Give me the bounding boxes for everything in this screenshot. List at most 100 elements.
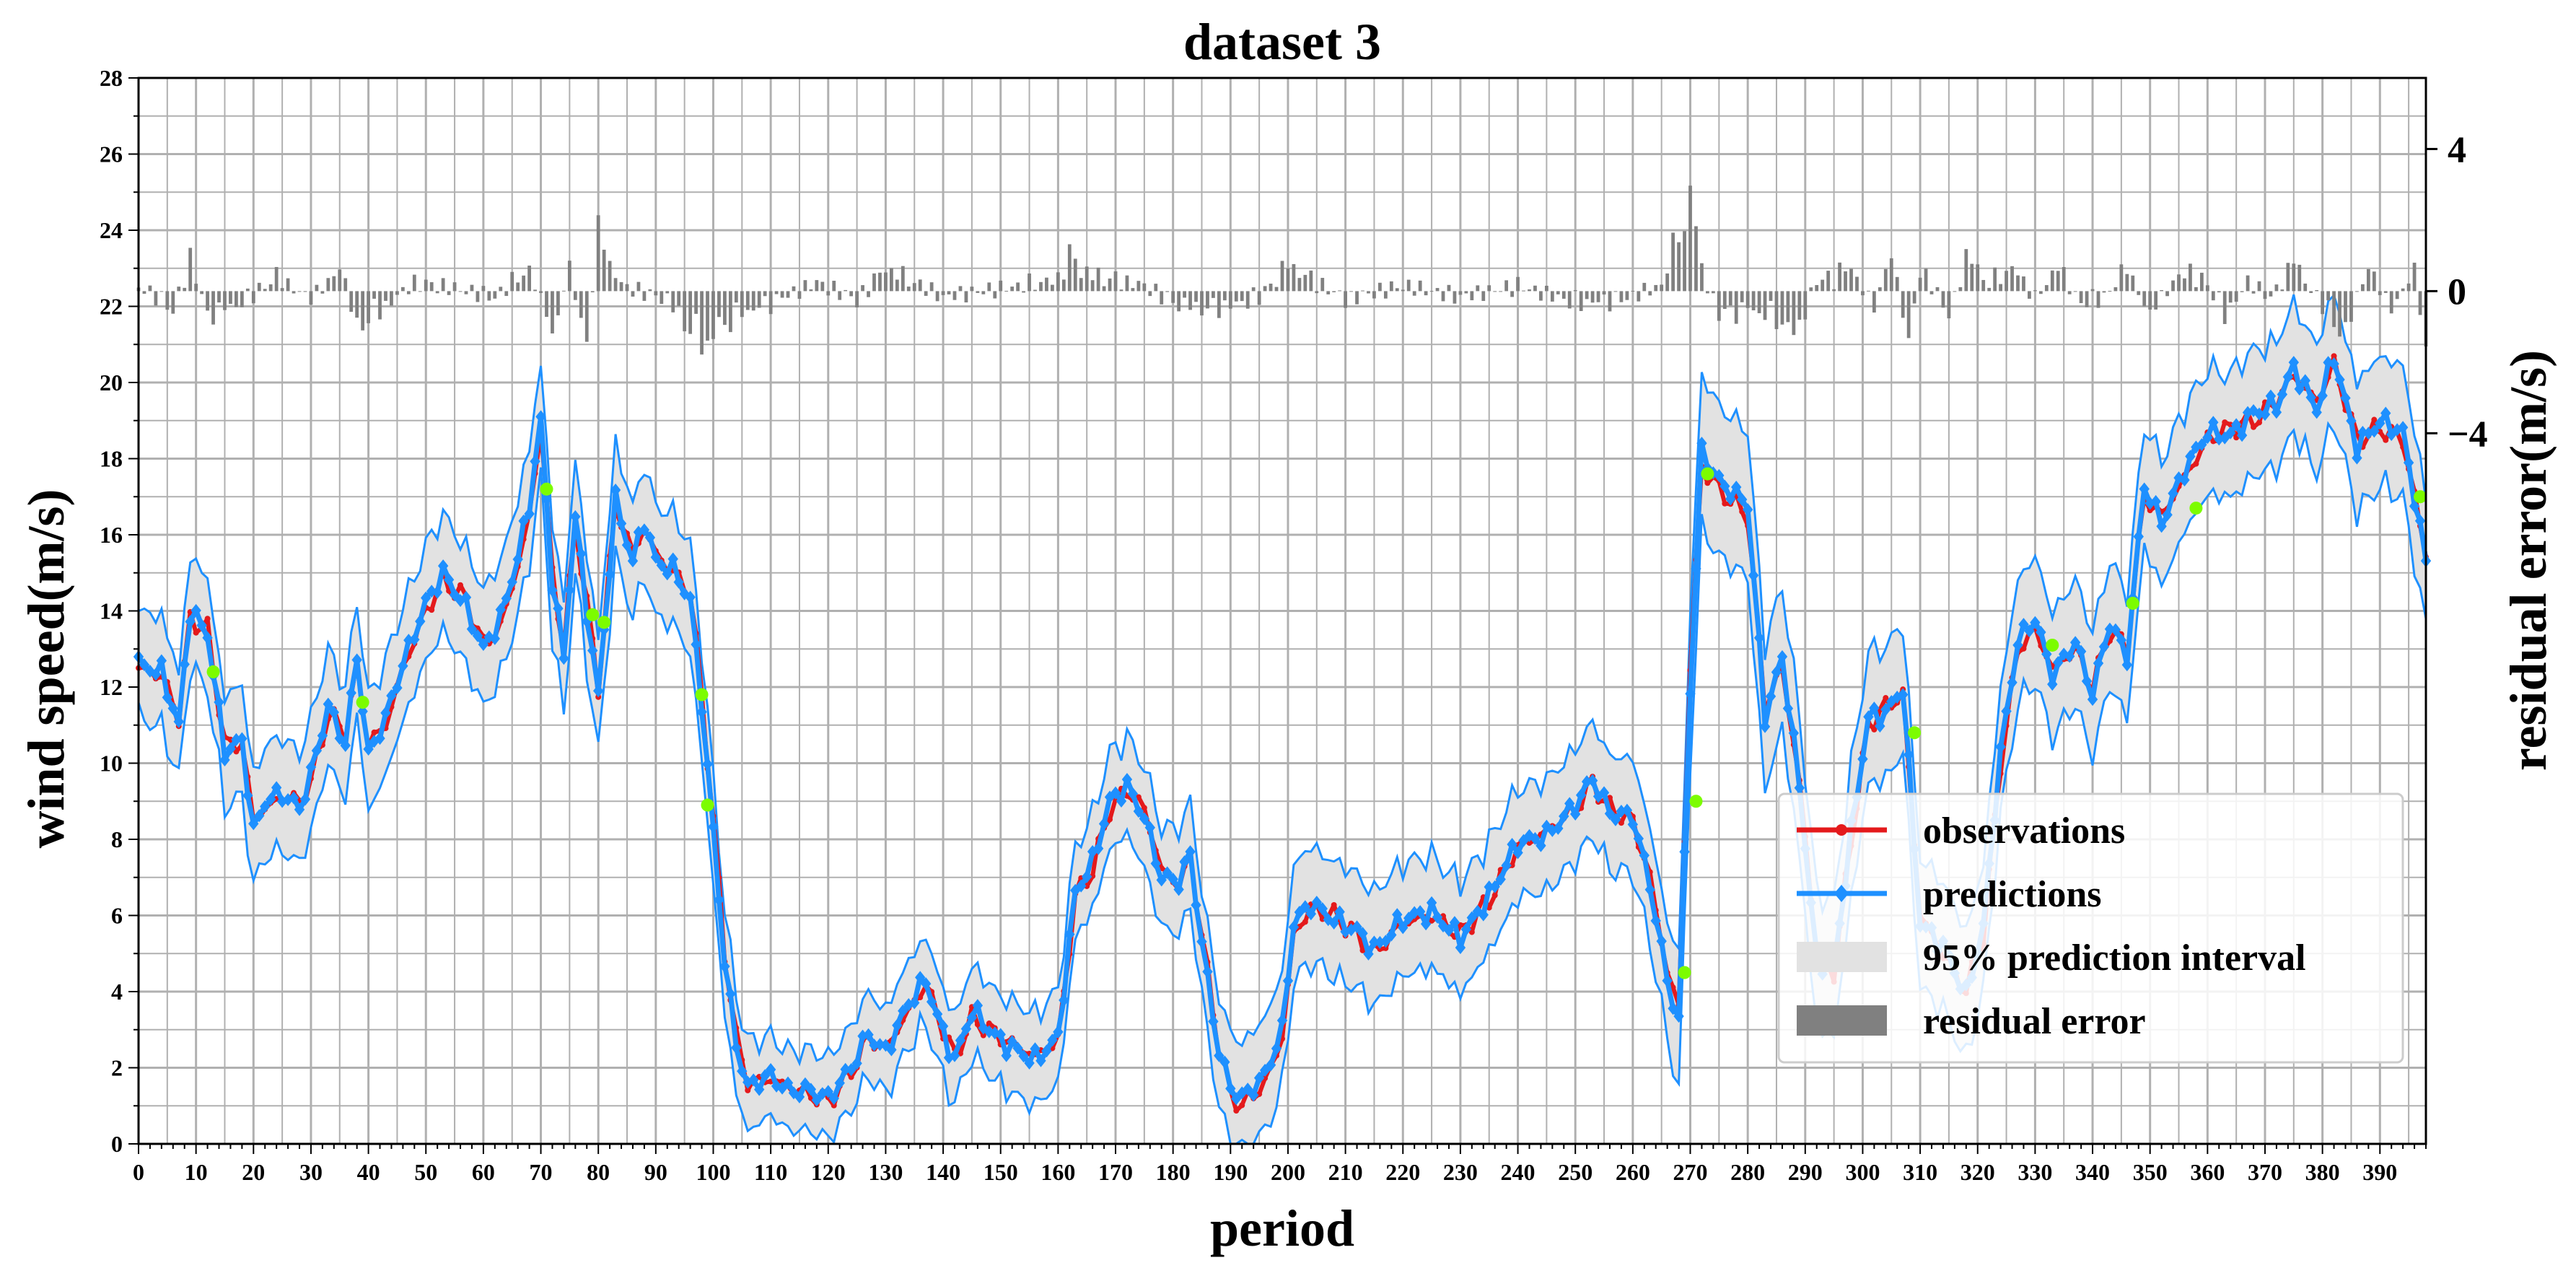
- predictions-point: [960, 1022, 972, 1036]
- residual-bar: [1935, 287, 1940, 292]
- residual-bar: [1476, 285, 1480, 292]
- residual-bar: [263, 289, 267, 292]
- residual-bar: [2269, 291, 2273, 297]
- predictions-point: [1633, 831, 1644, 845]
- predictions-point: [1656, 935, 1667, 948]
- predictions-point: [1875, 720, 1885, 733]
- residual-bar: [2372, 271, 2376, 292]
- x-tick-label: 200: [1271, 1159, 1305, 1185]
- predictions-point: [955, 1033, 966, 1047]
- observations-point: [1233, 1108, 1240, 1114]
- residual-bar: [1654, 284, 1658, 292]
- residual-bar: [516, 282, 520, 292]
- predictions-point: [1696, 437, 1707, 450]
- residual-bars: [136, 185, 2428, 355]
- x-tick-label: 50: [414, 1159, 437, 1185]
- predictions-point: [799, 1077, 811, 1090]
- residual-bar: [510, 271, 514, 292]
- x-tick-label: 100: [696, 1159, 730, 1185]
- predictions-point: [604, 567, 615, 581]
- residual-bar: [487, 291, 491, 301]
- predictions-point: [386, 688, 397, 702]
- predictions-point: [1053, 1025, 1064, 1039]
- predictions-point: [2064, 650, 2075, 663]
- residual-bar: [1406, 279, 1411, 292]
- residual-bar: [245, 288, 250, 292]
- residual-bar: [1010, 287, 1015, 292]
- residual-bar: [470, 284, 474, 292]
- predictions-point: [2081, 674, 2093, 688]
- predictions-point: [2346, 414, 2357, 428]
- predictions-point: [185, 615, 196, 629]
- residual-bar: [1125, 275, 1129, 292]
- predictions-point: [2121, 658, 2133, 672]
- predictions-point: [1604, 807, 1616, 821]
- observations-point: [1704, 480, 1711, 486]
- predictions-point: [1398, 921, 1409, 935]
- residual-bar: [987, 282, 991, 292]
- observations-point: [2256, 419, 2263, 426]
- predictions-point: [1863, 710, 1874, 724]
- predictions-point: [1328, 917, 1339, 930]
- residual-bar: [1539, 291, 1543, 301]
- residual-bar: [2016, 275, 2020, 292]
- predictions-point: [535, 410, 546, 424]
- predictions-point: [1714, 468, 1725, 482]
- residual-bar: [1332, 291, 1336, 292]
- right-tick-label: 0: [2448, 271, 2466, 312]
- predictions-point: [1668, 1002, 1678, 1015]
- residual-bar: [286, 278, 290, 292]
- residual-bar: [1315, 291, 1319, 294]
- predictions-point: [1627, 818, 1639, 831]
- observations-point: [1670, 984, 1676, 991]
- predictions-point: [2087, 693, 2098, 707]
- highlight-point: [206, 665, 220, 678]
- residual-bar: [2183, 278, 2186, 292]
- predictions-point: [553, 602, 564, 616]
- residual-bar: [1344, 291, 1348, 308]
- residual-bar: [1745, 291, 1750, 308]
- residual-bar: [918, 279, 922, 292]
- x-tick-label: 330: [2018, 1159, 2052, 1185]
- residual-bar: [1867, 290, 1870, 292]
- predictions-point: [679, 587, 690, 600]
- predictions-point: [570, 510, 581, 523]
- x-tick-label: 80: [587, 1159, 610, 1185]
- residual-bar: [2412, 262, 2417, 292]
- predictions-point: [2414, 514, 2426, 528]
- predictions-point: [644, 530, 656, 544]
- residual-bar: [1792, 291, 1796, 336]
- predictions-point: [639, 523, 650, 537]
- predictions-point: [903, 998, 914, 1012]
- residual-bar: [803, 280, 807, 292]
- residual-bar: [895, 279, 899, 292]
- predictions-point: [2202, 431, 2213, 445]
- residual-bar: [2240, 291, 2244, 292]
- residual-bar: [1677, 242, 1681, 292]
- predictions-point: [380, 706, 391, 720]
- residual-bar: [579, 291, 583, 318]
- predictions-point: [1133, 805, 1144, 818]
- predictions-point: [1777, 650, 1788, 663]
- residual-bar: [1016, 282, 1020, 292]
- residual-bar: [1608, 291, 1612, 312]
- predictions-point: [983, 1025, 994, 1039]
- residual-bar: [154, 291, 158, 306]
- predictions-point: [2277, 388, 2288, 401]
- x-tick-label: 210: [1328, 1159, 1363, 1185]
- predictions-point: [2110, 623, 2121, 637]
- predictions-point: [1334, 905, 1345, 919]
- residual-bar: [711, 291, 715, 339]
- residual-bar: [734, 291, 738, 303]
- predictions-point: [1030, 1042, 1041, 1056]
- residual-bar: [1706, 291, 1709, 294]
- residual-bar: [326, 278, 330, 292]
- predictions-point: [398, 659, 408, 673]
- residual-bar: [1596, 291, 1600, 302]
- predictions-point: [1007, 1035, 1017, 1049]
- predictions-point: [1621, 803, 1633, 817]
- predictions-point: [1903, 748, 1914, 761]
- predictions-point: [1317, 902, 1328, 916]
- predictions-point: [2145, 497, 2155, 510]
